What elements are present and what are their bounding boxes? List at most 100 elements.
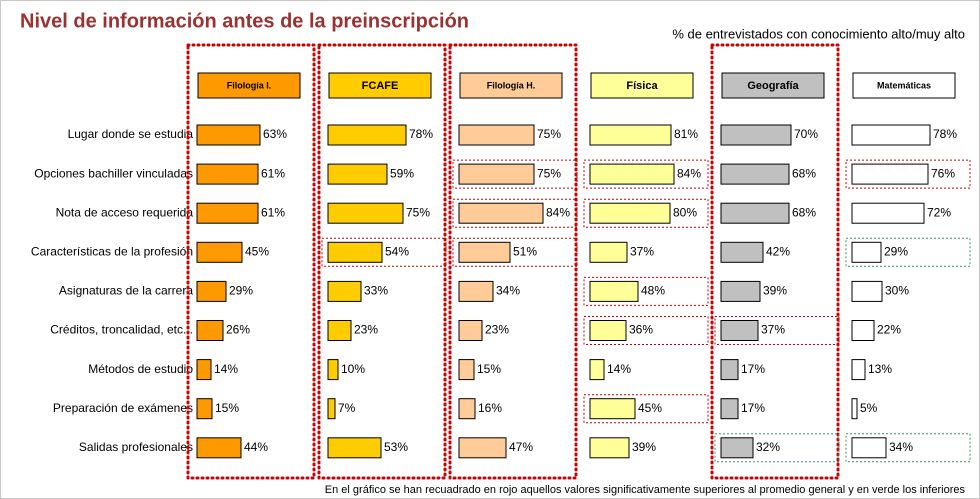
bar [589,398,636,420]
bar [327,241,383,263]
value-label: 34% [889,440,913,454]
bar [458,437,507,459]
value-label: 76% [931,166,955,180]
bar [458,124,535,146]
bar [720,398,739,420]
value-label: 22% [877,323,901,337]
bar [327,163,388,185]
category-label: Créditos, troncalidad, etc... [50,323,193,337]
value-label: 39% [763,284,787,298]
bar [196,320,224,341]
value-label: 63% [263,127,287,141]
highlight-box [845,237,971,267]
value-label: 61% [261,166,285,180]
bar [196,124,261,146]
header-box [197,72,301,99]
bar [720,202,790,224]
bar [851,359,866,381]
value-label: 81% [674,127,698,141]
header-box [459,72,563,99]
bar [589,320,627,341]
value-label: 72% [927,205,951,219]
value-label: 5% [860,401,878,415]
value-label: 47% [509,440,533,454]
value-label: 33% [364,284,388,298]
bar [589,241,628,263]
bar [196,202,259,224]
value-label: 15% [215,401,239,415]
highlight-box [452,198,578,228]
value-label: 32% [756,440,780,454]
bar [589,437,630,459]
bar [327,359,339,381]
bar [327,202,404,224]
bar [589,124,672,146]
bar [196,398,213,420]
bar [458,280,494,302]
highlight-box [583,394,709,424]
highlight-box [714,433,840,463]
value-label: 36% [629,323,653,337]
bar [458,320,483,341]
value-label: 51% [513,244,537,258]
bar [196,163,259,185]
value-label: 75% [537,166,561,180]
value-label: 75% [406,205,430,219]
bar [327,437,382,459]
value-label: 75% [537,127,561,141]
bar [458,202,544,224]
value-label: 15% [477,362,501,376]
category-label: Características de la profesión [31,244,193,258]
bar [327,124,407,146]
highlight-box [583,159,709,189]
bar [720,437,754,459]
header-box [721,72,825,99]
legend-label: Matemáticas [877,80,931,90]
value-label: 70% [794,127,818,141]
value-label: 59% [390,166,414,180]
bar [589,202,671,224]
category-label: Salidas profesionales [79,440,193,454]
bar [851,241,882,263]
category-label: Asignaturas de la carrera [59,284,193,298]
category-label: Nota de acceso requerida [56,205,194,219]
bar [720,320,759,341]
category-label: Preparación de exámenes [53,401,193,415]
footnote: En el gráfico se han recuadrado en rojo … [325,484,966,496]
legend-label: Geografía [747,80,799,92]
highlight-box [452,159,578,189]
value-label: 68% [792,205,816,219]
value-label: 53% [384,440,408,454]
value-label: 34% [496,284,520,298]
legend-label: Filología I. [227,80,272,90]
value-label: 29% [884,244,908,258]
value-label: 23% [354,323,378,337]
bar [851,437,887,459]
header-box [328,72,432,99]
highlight-box [845,433,971,463]
bar [851,202,925,224]
chart-title: Nivel de información antes de la preinsc… [20,10,469,32]
value-label: 84% [546,205,570,219]
value-label: 45% [245,244,269,258]
value-label: 17% [741,401,765,415]
highlight-box [845,159,971,189]
column-box [448,43,578,480]
value-label: 44% [244,440,268,454]
value-label: 78% [933,127,957,141]
value-label: 16% [478,401,502,415]
bar [196,241,243,263]
chart-subtitle: % de entrevistados con conocimiento alto… [672,26,965,41]
value-label: 10% [341,362,365,376]
bar [458,163,535,185]
value-label: 37% [630,244,654,258]
legend-label: Filología H. [487,80,536,90]
bar [720,359,739,381]
bar [196,280,227,302]
bar [720,124,792,146]
value-label: 17% [741,362,765,376]
category-label: Métodos de estudio [88,362,193,376]
column-box [317,43,447,480]
bar [589,359,605,381]
legend-label: FCAFE [362,80,399,92]
